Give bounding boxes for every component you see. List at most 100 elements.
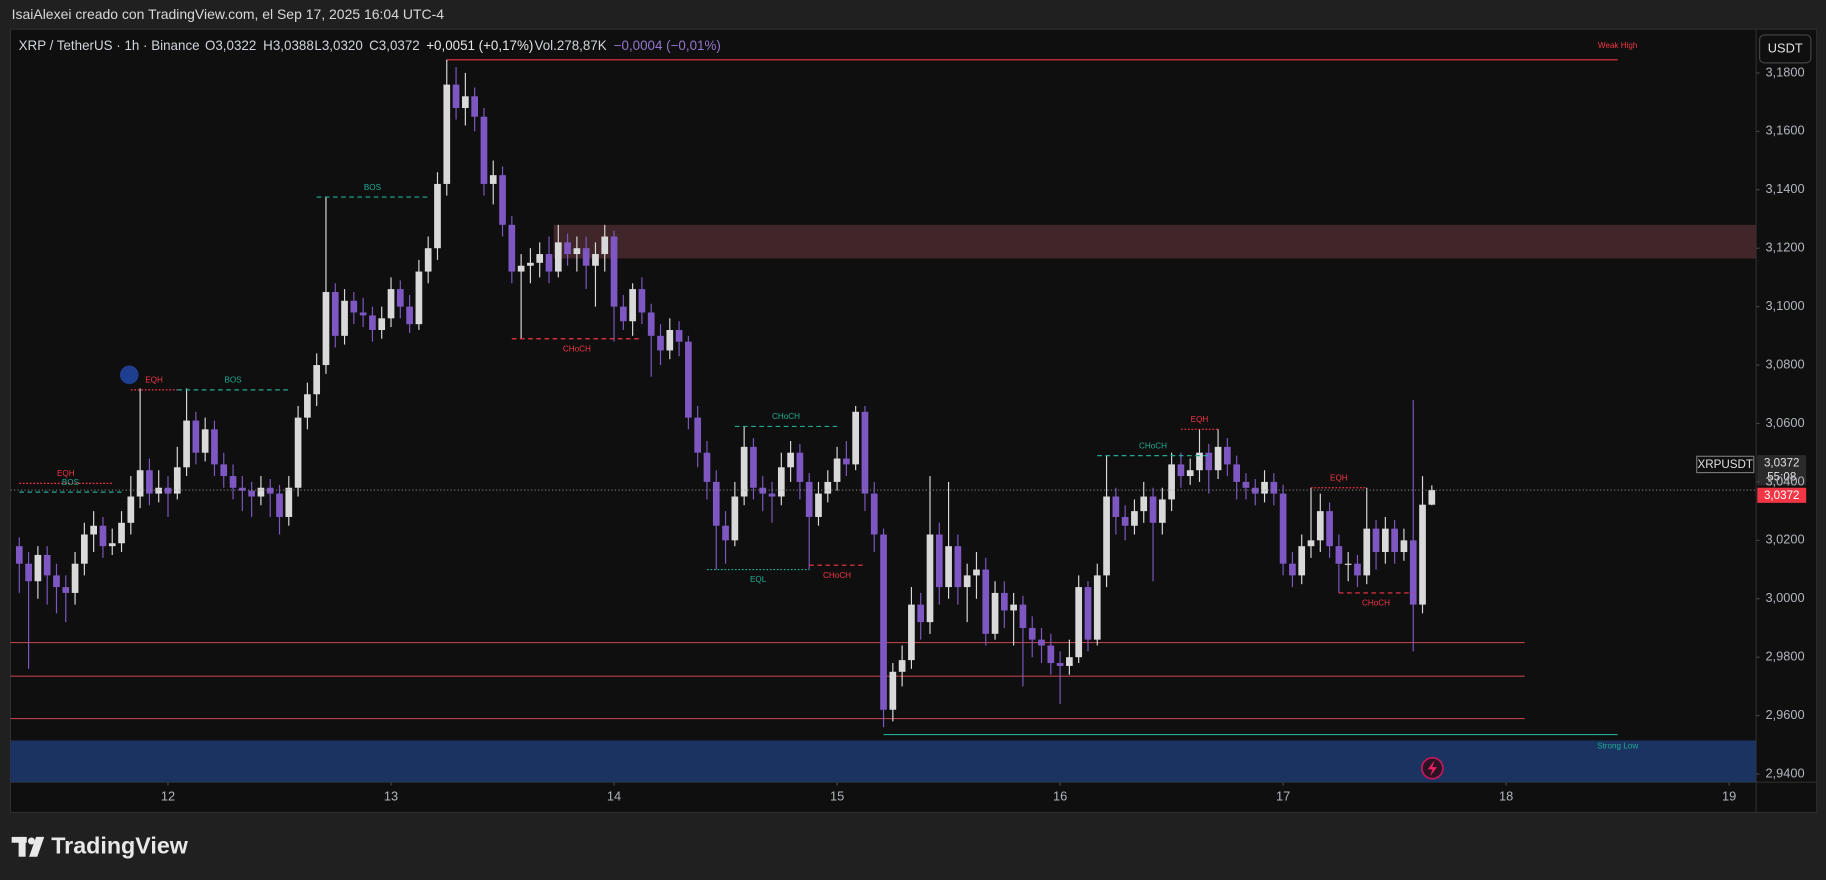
candle-body	[201, 429, 209, 453]
candle-body	[99, 525, 107, 547]
candle-body	[1140, 496, 1148, 512]
candle-body	[1400, 540, 1408, 553]
candle-body	[183, 420, 190, 468]
candle-body	[341, 300, 348, 336]
structure-label: EQL	[750, 575, 767, 584]
structure-label: CHoCH	[823, 571, 851, 580]
candle-body	[1158, 499, 1166, 523]
currency-button[interactable]	[1759, 34, 1812, 64]
candle-body	[722, 525, 729, 541]
candle-body	[647, 312, 655, 336]
candle-body	[787, 452, 794, 468]
structure-label: CHoCH	[1362, 599, 1390, 608]
candle-body	[796, 452, 804, 482]
candle-body	[815, 493, 822, 517]
x-tick-label: 15	[830, 789, 844, 804]
candle-body	[777, 467, 785, 497]
candle-body	[424, 248, 432, 272]
candle-body	[731, 496, 739, 541]
candle-body	[1093, 575, 1101, 640]
candle-body	[1354, 563, 1361, 576]
candle-body	[1010, 604, 1017, 611]
candle-body	[666, 329, 674, 351]
structure-label: EQH	[1330, 474, 1348, 483]
candle-body	[257, 487, 265, 497]
structure-label: CHoCH	[1139, 441, 1167, 450]
candle-body	[870, 493, 878, 535]
candle-body	[638, 289, 646, 313]
y-tick-label: 3,0000	[1765, 590, 1804, 605]
candle-body	[1019, 604, 1027, 628]
candle-body	[406, 306, 413, 325]
candle-body	[750, 446, 757, 488]
candle-body	[1224, 446, 1231, 465]
x-tick-label: 14	[607, 789, 621, 804]
candle-body	[1028, 627, 1036, 640]
candle-body	[25, 563, 32, 582]
last-price-tag	[1757, 487, 1807, 503]
candle-body	[276, 493, 283, 517]
footer-logo	[11, 836, 45, 857]
candle-body	[1103, 496, 1110, 576]
candle-body	[1307, 540, 1315, 547]
candle-body	[963, 575, 971, 588]
candle-body	[898, 660, 906, 672]
candle-body	[740, 446, 748, 497]
candle-body	[536, 254, 544, 263]
y-tick-label: 3,0600	[1765, 415, 1804, 430]
candle-body	[1428, 490, 1436, 505]
candle-body	[805, 481, 813, 517]
candle-body	[610, 236, 618, 307]
y-tick-label: 2,9600	[1765, 707, 1804, 722]
candle-body	[434, 183, 441, 249]
price-tag	[1757, 455, 1807, 486]
candle-body	[90, 525, 97, 535]
x-tick-label: 12	[161, 789, 175, 804]
candle-body	[53, 575, 60, 588]
y-tick-label: 3,0200	[1765, 532, 1804, 547]
candle-body	[1326, 511, 1333, 547]
candle-body	[462, 96, 469, 108]
y-tick-label: 3,1000	[1765, 298, 1804, 313]
candle-body	[935, 534, 943, 588]
candle-body	[480, 116, 488, 184]
structure-label: CHoCH	[563, 344, 591, 353]
currency-label[interactable]: USDT	[1768, 40, 1803, 55]
candle-body	[1289, 563, 1296, 576]
candle-body	[517, 265, 525, 272]
alert-icon[interactable]	[119, 365, 139, 385]
zone	[10, 740, 1757, 783]
candle-body	[1131, 511, 1138, 526]
structure-label: BOS	[364, 183, 382, 192]
candle-body	[1251, 487, 1259, 494]
candle-body	[1205, 452, 1213, 471]
candle-body	[71, 563, 79, 593]
candle-body	[1335, 546, 1343, 564]
candle-body	[108, 543, 116, 547]
candle-body	[880, 534, 887, 710]
candle-body	[1149, 496, 1157, 523]
footer-brand: TradingView	[51, 833, 189, 859]
candle-body	[81, 534, 88, 564]
header: IsaiAlexei creado con TradingView.com, e…	[12, 6, 445, 22]
candle-body	[499, 175, 506, 225]
candle-body	[619, 306, 627, 322]
candle-body	[1344, 563, 1352, 565]
candle-body	[1000, 592, 1008, 611]
candle-body	[694, 417, 702, 453]
candle-body	[1233, 464, 1241, 482]
candle-body	[1196, 452, 1203, 471]
candle-body	[1047, 645, 1055, 664]
candle-body	[582, 248, 590, 266]
legend-change: +0,0051 (+0,17%)	[426, 38, 533, 53]
candle-body	[331, 292, 339, 336]
legend-high: H3,0388	[263, 38, 314, 53]
candle-body	[248, 490, 255, 497]
candle-body	[15, 546, 23, 564]
legend-symbol: XRP / TetherUS · 1h · Binance	[19, 38, 200, 53]
y-tick-label: 3,1200	[1765, 240, 1804, 255]
candle-body	[1168, 464, 1175, 500]
candle-body	[266, 487, 274, 494]
